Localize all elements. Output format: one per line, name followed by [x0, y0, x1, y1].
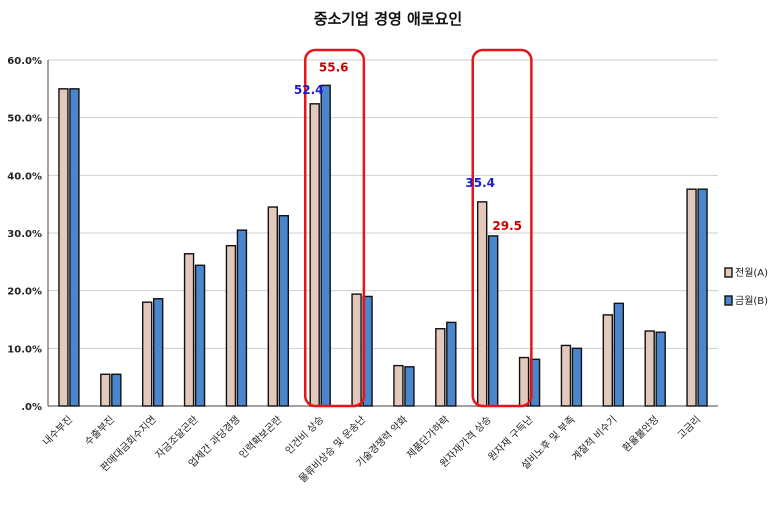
legend-swatch — [724, 267, 733, 278]
y-tick-label: 10.0% — [7, 344, 42, 355]
x-tick-label: 자금조달곤란 — [153, 414, 201, 462]
x-tick-label: 계절적 비수기 — [569, 413, 619, 463]
bar-prev — [476, 201, 488, 407]
bar-curr — [655, 331, 666, 407]
bar-prev — [267, 206, 279, 407]
x-tick-label: 환율불안정 — [620, 414, 661, 455]
bar-prev — [309, 103, 320, 407]
bar-curr — [278, 214, 290, 407]
bar-prev — [686, 188, 697, 407]
bar-prev — [602, 314, 614, 407]
bar-curr — [111, 373, 122, 407]
y-tick-label: 20.0% — [7, 287, 42, 298]
bar-curr — [697, 188, 708, 407]
bar-prev — [183, 253, 195, 407]
x-tick-label: 수출부진 — [82, 414, 117, 449]
bar-prev — [560, 344, 572, 407]
data-label: 29.5 — [492, 219, 522, 233]
bar-curr — [194, 264, 206, 407]
bar-curr — [152, 298, 164, 407]
bar-prev — [141, 301, 153, 407]
highlight-box — [471, 48, 533, 408]
bar-prev — [393, 364, 404, 407]
legend-swatch — [724, 295, 733, 306]
bar-curr — [446, 321, 457, 407]
bar-prev — [58, 88, 69, 407]
x-tick-label: 인력확보곤란 — [237, 414, 285, 462]
bar-prev — [518, 356, 530, 407]
y-tick-label: 30.0% — [7, 229, 42, 240]
x-tick-label: 내수부진 — [41, 414, 76, 449]
y-tick-label: .0% — [21, 402, 42, 413]
bar-curr — [236, 229, 248, 407]
x-tick-label: 고금리 — [675, 414, 703, 442]
bar-prev — [644, 330, 655, 407]
data-label: 52.4 — [294, 83, 324, 97]
highlight-box — [304, 48, 366, 408]
x-tick-label: 인건비 상승 — [283, 414, 326, 457]
data-label: 55.6 — [319, 60, 349, 74]
bar-prev — [435, 328, 446, 407]
bar-curr — [69, 88, 80, 407]
bar-curr — [613, 302, 625, 407]
legend-label: 전월(A) — [735, 267, 768, 279]
bar-prev — [225, 244, 237, 407]
y-tick-label: 40.0% — [7, 171, 42, 182]
legend-label: 금월(B) — [735, 295, 768, 307]
y-tick-label: 50.0% — [7, 114, 42, 125]
bar-curr — [571, 347, 583, 407]
bar-prev — [351, 293, 362, 407]
x-tick-label: 제품단가하락 — [404, 413, 452, 461]
chart-title: 중소기업 경영 애로요인 — [313, 10, 463, 28]
bar-curr — [487, 235, 499, 407]
bar-prev — [100, 373, 111, 407]
bar-curr — [320, 84, 331, 407]
y-tick-label: 60.0% — [7, 56, 42, 67]
bar-curr — [404, 366, 415, 407]
data-label: 35.4 — [465, 176, 495, 190]
